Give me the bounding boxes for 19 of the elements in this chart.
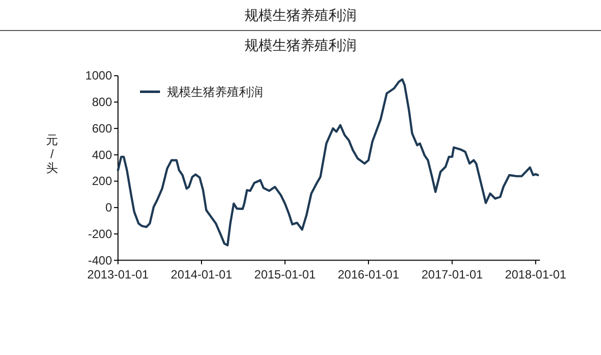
y-tick-label: 600 bbox=[92, 121, 112, 136]
x-tick-label: 2016-01-01 bbox=[338, 267, 400, 282]
y-tick-label: -400 bbox=[88, 253, 112, 268]
y-tick-label: 1000 bbox=[85, 68, 112, 83]
y-tick-label: 400 bbox=[92, 148, 112, 162]
x-tick-label: 2018-01-01 bbox=[504, 267, 567, 282]
line-series bbox=[116, 78, 540, 246]
x-tick-label: 2015-01-01 bbox=[254, 267, 316, 282]
y-tick-label: 200 bbox=[92, 174, 112, 188]
legend-label: 规模生猪养殖利润 bbox=[167, 85, 263, 100]
chart-subtitle: 规模生猪养殖利润 bbox=[244, 37, 356, 53]
chart-title: 规模生猪养殖利润 bbox=[244, 7, 356, 23]
y-axis-title: 元/头 bbox=[46, 133, 58, 175]
x-tick-label: 2013-01-01 bbox=[87, 267, 150, 282]
x-tick-label: 2014-01-01 bbox=[170, 267, 232, 282]
x-tick-label: 2017-01-01 bbox=[421, 267, 484, 282]
y-tick-label: -200 bbox=[88, 226, 112, 241]
y-tick-label: 800 bbox=[92, 95, 112, 110]
y-tick-label: 0 bbox=[105, 200, 112, 215]
